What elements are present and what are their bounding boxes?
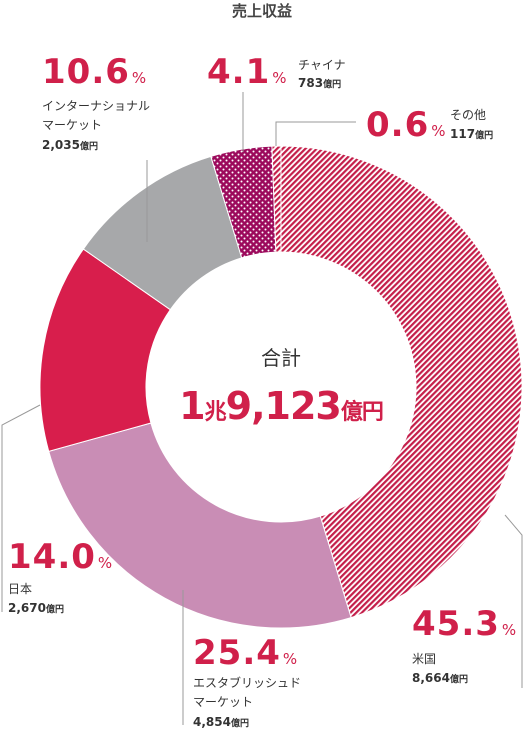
leader-line <box>275 121 356 146</box>
leader-line <box>1 404 41 612</box>
category-label: インターナショナル マーケット <box>42 99 151 132</box>
value-label: 45.3% <box>412 604 518 644</box>
value-label: 4.1% <box>207 52 288 92</box>
leader-lines <box>1 92 523 725</box>
category-label: 日本 <box>8 582 33 596</box>
category-label: チャイナ <box>298 58 346 72</box>
amount-label: 117億円 <box>450 127 494 141</box>
center-value: 1兆9,123億円 <box>179 384 384 428</box>
category-label: 米国 <box>412 652 437 666</box>
value-label: 14.0% <box>8 537 114 577</box>
amount-label: 8,664億円 <box>412 671 468 685</box>
value-label: 10.6% <box>42 52 148 92</box>
category-label: その他 <box>450 108 487 122</box>
amount-label: 2,035億円 <box>42 138 98 152</box>
amount-label: 2,670億円 <box>8 601 64 615</box>
amount-label: 783億円 <box>298 76 342 90</box>
donut-segment <box>280 145 523 619</box>
donut-segment <box>48 422 352 629</box>
amount-label: 4,854億円 <box>193 715 249 729</box>
leader-line <box>504 514 523 688</box>
category-label: エスタブリッシュド マーケット <box>193 676 302 709</box>
value-label: 25.4% <box>193 633 299 673</box>
center-label: 合計 <box>261 346 301 370</box>
donut-segment <box>271 145 282 253</box>
value-label: 0.6% <box>366 105 447 145</box>
chart-title: 売上収益 <box>231 2 292 20</box>
